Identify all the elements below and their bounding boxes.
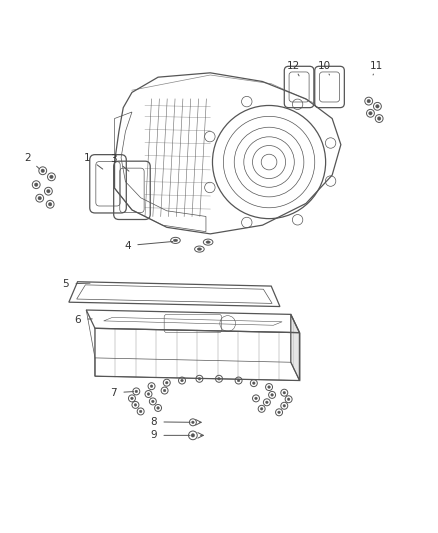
Circle shape <box>131 397 133 400</box>
Circle shape <box>367 99 371 103</box>
Circle shape <box>163 389 166 392</box>
Text: 1: 1 <box>84 152 103 169</box>
Circle shape <box>253 382 255 384</box>
Ellipse shape <box>173 239 178 241</box>
Circle shape <box>271 393 273 396</box>
Circle shape <box>268 386 270 389</box>
Circle shape <box>237 379 240 382</box>
Circle shape <box>278 411 280 414</box>
Circle shape <box>198 377 201 380</box>
Circle shape <box>135 390 138 393</box>
Circle shape <box>48 203 52 206</box>
Circle shape <box>191 421 194 424</box>
Circle shape <box>38 197 42 200</box>
Circle shape <box>378 117 381 120</box>
Circle shape <box>283 405 286 407</box>
Circle shape <box>181 379 184 382</box>
Text: 11: 11 <box>370 61 383 75</box>
Text: 7: 7 <box>110 387 134 398</box>
Circle shape <box>134 403 137 406</box>
Circle shape <box>157 407 159 409</box>
Circle shape <box>287 398 290 400</box>
Text: 10: 10 <box>318 61 331 75</box>
Circle shape <box>147 393 150 395</box>
Circle shape <box>150 385 153 387</box>
Text: 3: 3 <box>110 154 129 171</box>
Text: 4: 4 <box>124 240 173 251</box>
Text: 8: 8 <box>150 417 190 427</box>
Circle shape <box>254 397 257 400</box>
Text: 6: 6 <box>74 314 92 325</box>
Text: 5: 5 <box>63 279 90 289</box>
Text: 12: 12 <box>287 61 300 76</box>
Circle shape <box>35 183 38 187</box>
Text: 9: 9 <box>150 430 190 440</box>
Circle shape <box>47 189 50 193</box>
Ellipse shape <box>206 241 210 244</box>
Ellipse shape <box>197 248 201 251</box>
Circle shape <box>218 377 220 380</box>
Circle shape <box>49 175 53 179</box>
Circle shape <box>265 401 268 403</box>
Circle shape <box>139 410 142 413</box>
Text: 2: 2 <box>24 152 39 169</box>
Circle shape <box>260 408 263 410</box>
Circle shape <box>283 391 286 394</box>
Circle shape <box>369 111 372 115</box>
Circle shape <box>191 434 194 437</box>
Circle shape <box>41 169 45 173</box>
Circle shape <box>376 104 379 108</box>
Circle shape <box>152 400 154 403</box>
Circle shape <box>166 382 168 384</box>
